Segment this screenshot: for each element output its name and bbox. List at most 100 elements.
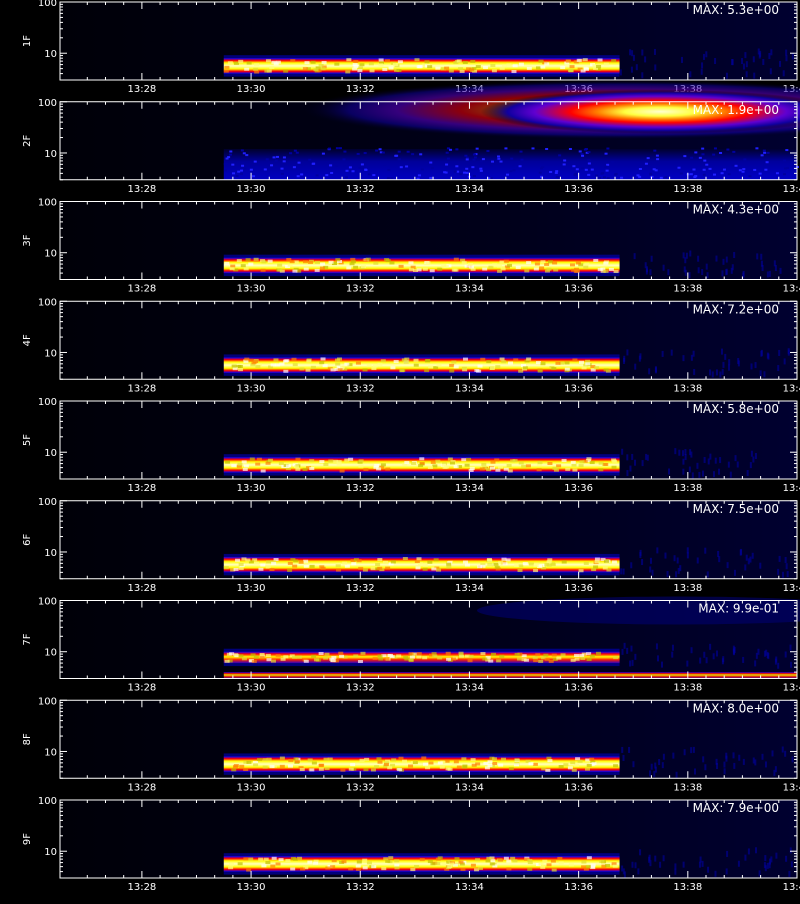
residual-speck	[623, 642, 626, 649]
band-texture	[444, 759, 450, 763]
band-texture	[477, 364, 483, 368]
band-texture	[612, 864, 618, 868]
panel-8f: 10 100 13:28 13:30 13:32 13:34 13:36 13:38 13:40…	[22, 696, 800, 793]
band-texture	[342, 655, 348, 659]
band-texture	[558, 861, 564, 865]
band-texture	[481, 462, 487, 466]
band-texture	[311, 761, 317, 765]
residual-speck	[632, 54, 635, 61]
band-texture	[287, 764, 293, 768]
band-texture	[335, 564, 341, 568]
band-texture	[449, 862, 455, 866]
band-texture	[300, 867, 306, 871]
band-texture	[430, 862, 436, 866]
band-texture	[242, 467, 248, 471]
residual-speck	[789, 644, 792, 651]
band-texture	[360, 651, 366, 655]
band-texture	[303, 659, 309, 663]
residual-speck	[752, 757, 755, 764]
residual-speck	[634, 363, 637, 370]
band-texture	[547, 558, 553, 562]
residual-speck	[706, 571, 709, 578]
noise-speck	[375, 149, 379, 152]
band-texture	[371, 865, 377, 869]
band-texture	[494, 458, 500, 462]
band-texture	[488, 659, 494, 663]
band-texture	[244, 67, 250, 71]
band-texture	[437, 856, 443, 860]
residual-speck	[648, 854, 651, 861]
noise-speck	[573, 173, 577, 176]
x-tick-label: 13:30	[237, 683, 266, 694]
band-texture	[489, 756, 495, 760]
noise-speck	[597, 177, 601, 180]
band-texture	[292, 857, 298, 861]
band-texture	[561, 560, 567, 564]
noise-speck	[358, 166, 362, 169]
band-texture	[475, 858, 481, 862]
band-texture	[319, 363, 325, 367]
panel-4f: 10 100 13:28 13:30 13:32 13:34 13:36 13:38 13:40…	[22, 297, 800, 394]
band-texture	[514, 652, 520, 656]
noise-speck	[225, 157, 229, 160]
residual-speck	[742, 656, 745, 663]
band-texture	[570, 658, 576, 662]
noise-speck	[741, 170, 745, 173]
band-texture	[462, 357, 468, 361]
residual-speck	[747, 558, 750, 565]
band-texture	[559, 361, 565, 365]
band-texture	[447, 865, 453, 869]
band-texture	[299, 768, 305, 772]
panel-3f: 10 100 13:28 13:30 13:32 13:34 13:36 13:38 13:40…	[22, 198, 800, 295]
noise-speck	[455, 165, 459, 168]
band-texture	[279, 362, 285, 366]
band-texture	[338, 651, 344, 655]
band-texture	[568, 68, 574, 72]
noise-speck	[562, 163, 566, 166]
band-texture	[415, 566, 421, 570]
band-texture	[494, 565, 500, 569]
band-texture	[290, 59, 296, 63]
noise-speck	[405, 165, 409, 168]
residual-speck	[771, 750, 774, 757]
noise-speck	[763, 151, 767, 154]
y-tick-label: 10	[44, 149, 57, 160]
band-texture	[469, 68, 475, 72]
band-texture	[611, 560, 617, 564]
upper-haze	[477, 596, 800, 625]
band-texture	[534, 262, 540, 266]
band-texture	[293, 757, 299, 761]
noise-floor	[223, 148, 797, 180]
band-texture	[250, 653, 256, 657]
x-tick-label: 13:32	[346, 184, 375, 195]
residual-speck	[701, 268, 704, 275]
noise-speck	[578, 150, 582, 153]
x-tick-label: 13:28	[127, 284, 156, 295]
band-texture	[522, 366, 528, 370]
residual-speck	[718, 556, 721, 563]
band-texture	[253, 561, 259, 565]
band-texture	[491, 69, 497, 73]
band-texture	[573, 267, 579, 271]
band-texture	[574, 763, 580, 767]
residual-speck	[658, 759, 661, 766]
panel-label: 2F	[22, 134, 33, 146]
band-texture	[600, 267, 606, 271]
residual-speck	[749, 556, 752, 563]
y-tick-label: 100	[38, 0, 57, 9]
band-texture	[453, 268, 459, 272]
band-texture	[601, 864, 607, 868]
x-tick-label: 13:38	[673, 284, 702, 295]
residual-speck	[662, 264, 665, 271]
residual-speck	[714, 58, 717, 65]
band-texture	[603, 269, 609, 273]
residual-speck	[760, 260, 763, 267]
max-annotation: MAX: 5.8e+00	[693, 402, 779, 416]
residual-speck	[692, 350, 695, 357]
noise-speck	[465, 158, 469, 161]
band-texture	[603, 559, 609, 563]
band-texture	[521, 658, 527, 662]
band-texture	[589, 762, 595, 766]
band-texture	[547, 461, 553, 465]
noise-speck	[705, 163, 709, 166]
